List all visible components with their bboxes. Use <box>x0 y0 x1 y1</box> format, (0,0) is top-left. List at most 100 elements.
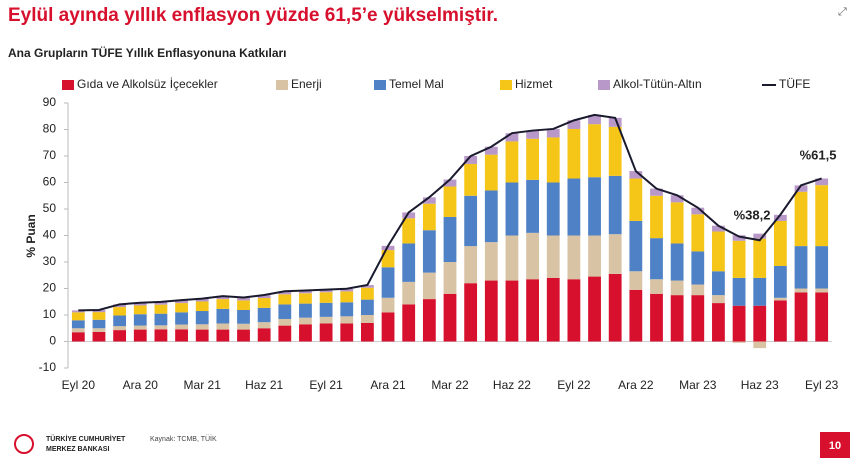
bar-segment <box>484 280 498 342</box>
bar-segment <box>113 315 127 327</box>
bar-segment <box>422 197 436 204</box>
bar-segment <box>650 195 663 239</box>
bar-segment <box>526 179 539 233</box>
bar-segment <box>92 309 106 313</box>
page-number: 10 <box>829 440 841 452</box>
bar-segment <box>670 243 684 281</box>
bar-segment <box>588 124 601 178</box>
bar-segment <box>443 293 457 342</box>
bar-segment <box>237 329 250 342</box>
y-tick-label: 20 <box>43 281 57 295</box>
bar-segment <box>753 277 767 306</box>
bar-segment <box>443 186 457 217</box>
bar-segment <box>773 220 787 266</box>
bar-segment <box>133 305 147 315</box>
bar-segment <box>216 323 230 330</box>
bar-segment <box>195 324 209 330</box>
bar-segment <box>567 279 581 342</box>
bar-segment <box>608 273 622 342</box>
bar-segment <box>484 154 498 191</box>
x-tick-label: Eyl 21 <box>309 378 343 392</box>
bar-segment <box>546 277 560 342</box>
bar-segment <box>629 178 643 221</box>
bar-segment <box>216 296 230 300</box>
bar-segment <box>175 300 188 304</box>
bar-segment <box>319 289 333 293</box>
bar-segment <box>402 243 416 282</box>
bar-segment <box>815 246 829 289</box>
bar-segment <box>319 302 333 317</box>
bar-segment <box>443 262 457 294</box>
x-tick-label: Ara 22 <box>618 378 654 392</box>
bar-segment <box>650 238 663 280</box>
annotation: %38,2 <box>734 207 771 222</box>
bar-segment <box>361 285 374 288</box>
x-tick-label: Eyl 22 <box>557 378 591 392</box>
bar-segment <box>608 175 622 235</box>
bar-segment <box>92 319 106 329</box>
bar-segment <box>567 235 581 280</box>
bar-segment <box>71 328 85 333</box>
x-tick-label: Eyl 23 <box>805 378 839 392</box>
expand-icon[interactable]: ⤢ <box>838 6 847 18</box>
page-badge <box>820 432 850 458</box>
bar-segment <box>422 203 436 231</box>
bar-segment <box>650 279 663 294</box>
bar-segment <box>815 292 829 342</box>
bar-segment <box>794 288 808 293</box>
bar-segment <box>732 305 746 342</box>
legend-swatch <box>276 80 288 90</box>
bar-segment <box>484 146 498 155</box>
bar-segment <box>299 303 312 318</box>
bar-segment <box>732 235 746 241</box>
bar-segment <box>588 276 601 342</box>
chart-subtitle: Ana Grupların TÜFE Yıllık Enflasyonuna K… <box>8 45 287 60</box>
y-tick-label: 0 <box>49 334 56 348</box>
bar-segment <box>712 303 725 342</box>
bar-segment <box>567 120 581 129</box>
legend-label: Gıda ve Alkolsüz İçecekler <box>77 77 218 91</box>
x-tick-label: Haz 21 <box>245 378 283 392</box>
bar-segment <box>299 293 312 304</box>
bar-segment <box>753 341 767 349</box>
bar-segment <box>278 294 292 305</box>
bar-segment <box>195 301 209 312</box>
y-tick-label: 30 <box>43 254 57 268</box>
bar-segment <box>588 177 601 236</box>
bar-segment <box>712 295 725 304</box>
bar-segment <box>732 240 746 278</box>
bar-segment <box>133 302 147 306</box>
bar-segment <box>216 329 230 342</box>
logo-text: TÜRKİYE CUMHURİYET <box>46 434 126 443</box>
bar-segment <box>691 284 705 296</box>
tufe-line <box>78 113 822 312</box>
logo-mark <box>14 434 34 454</box>
bar-segment <box>299 324 312 342</box>
logo-text: MERKEZ BANKASI <box>46 446 109 453</box>
bar-segment <box>670 280 684 296</box>
bar-segment <box>650 293 663 342</box>
bar-segment <box>526 138 539 180</box>
bar-segment <box>650 188 663 196</box>
bar-segment <box>175 329 188 342</box>
y-tick-label: -10 <box>39 360 57 374</box>
bar-segment <box>257 298 271 308</box>
bar-segment <box>608 117 622 127</box>
bar-segment <box>71 332 85 342</box>
bar-segment <box>526 232 539 280</box>
bar-segment <box>216 299 230 309</box>
bar-segment <box>154 325 168 330</box>
x-tick-label: Eyl 20 <box>62 378 96 392</box>
bar-segment <box>794 246 808 289</box>
bar-segment <box>794 292 808 342</box>
bar-segment <box>381 250 395 268</box>
legend-swatch <box>374 80 386 90</box>
bar-segment <box>92 312 106 320</box>
bar-segment <box>546 137 560 183</box>
bar-segment <box>567 178 581 236</box>
x-tick-label: Ara 21 <box>370 378 406 392</box>
bar-segment <box>361 299 374 315</box>
bar-segment <box>546 128 560 138</box>
bar-segment <box>361 322 374 342</box>
